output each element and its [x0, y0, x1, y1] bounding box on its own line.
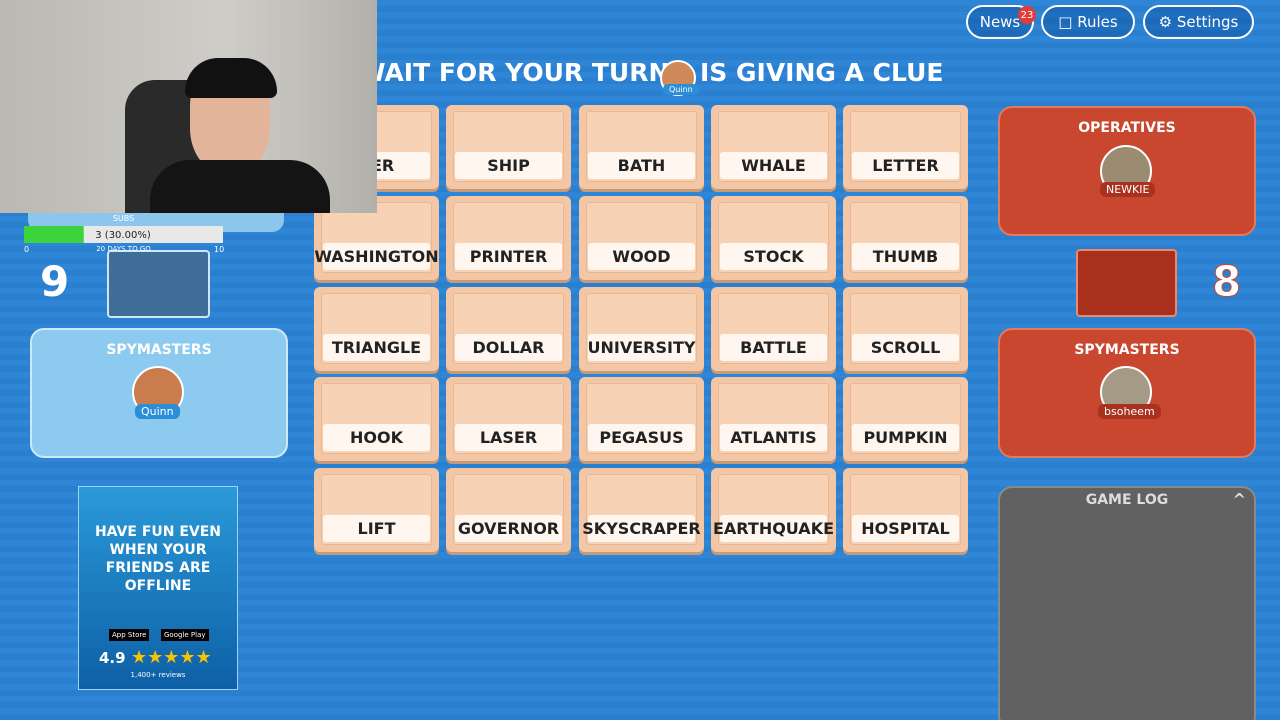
word-card[interactable]: LETTER — [843, 105, 968, 189]
settings-label: Settings — [1176, 13, 1239, 31]
word-card[interactable]: THUMB — [843, 196, 968, 280]
blue-score: 9 — [40, 257, 70, 306]
card-word: ATLANTIS — [720, 424, 827, 451]
card-word: PRINTER — [455, 243, 562, 270]
card-word: THUMB — [852, 243, 959, 270]
card-word: TRIANGLE — [323, 334, 430, 361]
ad-reviews: 1,400+ reviews — [130, 671, 186, 679]
card-word: LETTER — [852, 152, 959, 179]
card-word: SHIP — [455, 152, 562, 179]
word-card[interactable]: BATTLE — [711, 287, 836, 371]
panel-title: OPERATIVES — [1078, 120, 1176, 136]
card-word: WHALE — [720, 152, 827, 179]
card-word: STOCK — [720, 243, 827, 270]
card-word: HOOK — [323, 424, 430, 451]
word-card[interactable]: TRIANGLE — [314, 287, 439, 371]
card-word: HOSPITAL — [852, 515, 959, 542]
game-log-panel: GAME LOG ^ — [998, 486, 1256, 720]
blue-spymaster-name: Quinn — [135, 404, 180, 419]
card-word: DOLLAR — [455, 334, 562, 361]
google-play-badge: Google Play — [161, 629, 209, 641]
word-card[interactable]: LIFT — [314, 468, 439, 552]
header-suffix: IS GIVING A CLUE — [700, 58, 944, 87]
card-word: PEGASUS — [588, 424, 695, 451]
card-word: WOOD — [588, 243, 695, 270]
word-card[interactable]: SHIP — [446, 105, 571, 189]
word-card[interactable]: LASER — [446, 377, 571, 461]
ad-rating: 4.9 — [99, 649, 126, 667]
webcam-overlay — [0, 0, 377, 213]
hoodie — [150, 160, 330, 213]
card-word: WASHINGTON — [314, 243, 439, 270]
card-word: SKYSCRAPER — [582, 515, 701, 542]
ad-headline: HAVE FUN EVEN WHEN YOUR FRIENDS ARE OFFL… — [94, 524, 222, 594]
card-word: BATH — [588, 152, 695, 179]
word-card[interactable]: WHALE — [711, 105, 836, 189]
red-spymaster-card — [1076, 249, 1177, 317]
word-card[interactable]: STOCK — [711, 196, 836, 280]
red-spymaster-name: bsoheem — [1098, 404, 1161, 419]
red-score: 8 — [1211, 257, 1242, 307]
card-word: PUMPKIN — [852, 424, 959, 451]
app-store-badge: App Store — [109, 629, 150, 641]
word-card[interactable]: PUMPKIN — [843, 377, 968, 461]
word-card[interactable]: HOSPITAL — [843, 468, 968, 552]
word-card[interactable]: DOLLAR — [446, 287, 571, 371]
card-word: GOVERNOR — [455, 515, 562, 542]
clue-giver-name: Quinn — [663, 84, 699, 95]
word-card[interactable]: PRINTER — [446, 196, 571, 280]
beanie — [185, 58, 277, 98]
news-badge: 23 — [1018, 6, 1036, 24]
rules-button[interactable]: □ Rules — [1041, 5, 1135, 39]
word-card[interactable]: SKYSCRAPER — [579, 468, 704, 552]
progress-fill — [24, 226, 84, 243]
panel-title: SPYMASTERS — [106, 342, 212, 358]
word-card[interactable]: PEGASUS — [579, 377, 704, 461]
blue-spymaster-card — [107, 250, 210, 318]
collapse-icon[interactable]: ^ — [1232, 490, 1246, 509]
panel-title: SPYMASTERS — [1074, 342, 1180, 358]
word-card[interactable]: GOVERNOR — [446, 468, 571, 552]
header-prefix: WAIT FOR YOUR TURN, — [358, 58, 679, 87]
news-label: News — [979, 13, 1021, 31]
word-card[interactable]: SCROLL — [843, 287, 968, 371]
ad-banner[interactable]: HAVE FUN EVEN WHEN YOUR FRIENDS ARE OFFL… — [78, 486, 238, 690]
card-word: UNIVERSITY — [588, 334, 695, 361]
word-card[interactable]: EARTHQUAKE — [711, 468, 836, 552]
word-card[interactable]: BATH — [579, 105, 704, 189]
card-word: LIFT — [323, 515, 430, 542]
word-card[interactable]: HOOK — [314, 377, 439, 461]
subs-days: 20 DAYS TO GO — [96, 245, 151, 253]
card-word: LASER — [455, 424, 562, 451]
subs-title: SUBS — [112, 214, 135, 223]
settings-button[interactable]: ⚙ Settings — [1143, 5, 1254, 39]
word-card[interactable]: WOOD — [579, 196, 704, 280]
game-log-title: GAME LOG — [1085, 492, 1169, 508]
subs-max: 10 — [214, 245, 225, 254]
subs-min: 0 — [24, 245, 30, 254]
subs-progress: 3 (30.00%) — [24, 226, 223, 243]
card-word: EARTHQUAKE — [713, 515, 834, 542]
word-card[interactable]: UNIVERSITY — [579, 287, 704, 371]
rules-label: Rules — [1077, 13, 1118, 31]
card-word: SCROLL — [852, 334, 959, 361]
red-operative-name: NEWKIE — [1100, 182, 1156, 197]
card-word: BATTLE — [720, 334, 827, 361]
rating-stars: ★★★★★ — [131, 647, 212, 668]
word-card[interactable]: ATLANTIS — [711, 377, 836, 461]
progress-label: 3 (30.00%) — [95, 230, 151, 241]
